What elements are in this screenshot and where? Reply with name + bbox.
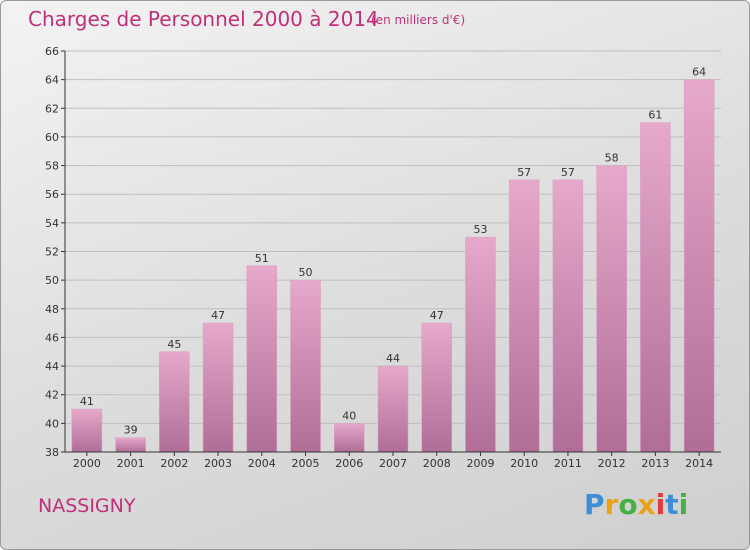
data-label: 47 — [211, 309, 225, 322]
logo-letter: i — [678, 488, 689, 521]
x-tick-label: 2002 — [160, 457, 188, 470]
logo-letter: r — [604, 488, 619, 521]
x-tick-label: 2005 — [292, 457, 320, 470]
proxiti-logo: Proxiti — [584, 488, 688, 521]
x-tick-label: 2004 — [248, 457, 276, 470]
bar — [246, 265, 278, 453]
y-tick-label: 56 — [45, 188, 59, 201]
y-tick-label: 66 — [45, 45, 59, 58]
bar — [71, 408, 103, 453]
bar — [508, 179, 540, 453]
logo-letter: t — [665, 488, 679, 521]
bar — [421, 322, 452, 453]
bar — [202, 322, 234, 453]
bar — [465, 236, 496, 453]
x-tick-label: 2003 — [204, 457, 232, 470]
y-tick-label: 52 — [45, 246, 59, 259]
x-tick-label: 2012 — [598, 457, 626, 470]
y-tick-label: 42 — [45, 389, 59, 402]
logo-letter: x — [637, 488, 656, 521]
data-label: 57 — [561, 166, 575, 179]
data-label: 64 — [692, 66, 706, 79]
y-tick-label: 44 — [45, 360, 59, 373]
logo-letter: P — [584, 488, 605, 521]
y-tick-label: 48 — [45, 303, 59, 316]
y-tick-label: 50 — [45, 274, 59, 287]
x-tick-label: 2001 — [117, 457, 145, 470]
logo-letter: i — [655, 488, 666, 521]
x-tick-label: 2007 — [379, 457, 407, 470]
x-tick-label: 2011 — [554, 457, 582, 470]
bar — [552, 179, 584, 453]
x-tick-label: 2008 — [423, 457, 451, 470]
bar — [377, 365, 409, 453]
bar — [334, 423, 365, 453]
x-tick-label: 2000 — [73, 457, 101, 470]
data-label: 61 — [648, 109, 662, 122]
data-label: 47 — [430, 309, 444, 322]
data-label: 41 — [80, 395, 94, 408]
data-label: 51 — [255, 252, 269, 265]
logo-letter: o — [618, 488, 638, 521]
chart-subtitle: (en milliers d'€) — [371, 13, 466, 27]
bar — [115, 437, 146, 453]
y-tick-label: 54 — [45, 217, 59, 230]
data-label: 53 — [473, 223, 487, 236]
data-label: 40 — [342, 409, 356, 422]
chart-title: Charges de Personnel 2000 à 2014 — [28, 7, 379, 31]
y-tick-label: 46 — [45, 331, 59, 344]
bar — [159, 351, 190, 453]
y-tick-label: 60 — [45, 131, 59, 144]
x-tick-label: 2013 — [641, 457, 669, 470]
data-label: 39 — [124, 424, 138, 437]
data-label: 50 — [299, 266, 313, 279]
bar — [290, 279, 321, 453]
commune-name: NASSIGNY — [38, 495, 136, 517]
bar — [640, 122, 671, 453]
y-tick-label: 64 — [45, 74, 59, 87]
data-label: 58 — [605, 152, 619, 165]
x-tick-label: 2014 — [685, 457, 713, 470]
data-label: 57 — [517, 166, 531, 179]
bar — [596, 165, 627, 453]
y-tick-label: 40 — [45, 417, 59, 430]
y-tick-label: 62 — [45, 102, 59, 115]
data-label: 44 — [386, 352, 400, 365]
y-tick-label: 38 — [45, 446, 59, 459]
x-tick-label: 2010 — [510, 457, 538, 470]
x-tick-label: 2006 — [335, 457, 363, 470]
bar — [683, 79, 715, 453]
y-tick-label: 58 — [45, 160, 59, 173]
data-label: 45 — [167, 338, 181, 351]
x-tick-label: 2009 — [466, 457, 494, 470]
